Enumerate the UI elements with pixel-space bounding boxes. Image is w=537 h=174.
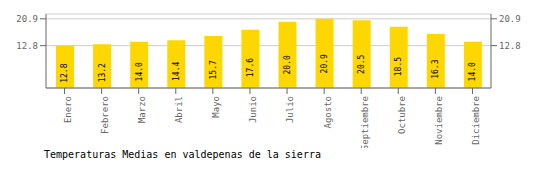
svg-text:18.5: 18.5 [394, 57, 403, 76]
svg-text:Agosto: Agosto [323, 96, 333, 129]
svg-text:12.8: 12.8 [499, 41, 521, 51]
svg-text:17.6: 17.6 [246, 58, 255, 77]
svg-text:20.5: 20.5 [357, 54, 366, 73]
svg-text:12.8: 12.8 [61, 63, 70, 82]
html-text:Temperaturas Medias en valdepe: Temperaturas Medias en valdepenas de la … [44, 149, 321, 160]
svg-text:20.9: 20.9 [320, 54, 329, 73]
svg-text:Septiembre: Septiembre [360, 96, 370, 148]
svg-text:Diciembre: Diciembre [471, 96, 481, 145]
svg-text:12.8: 12.8 [16, 41, 38, 51]
svg-text:Noviembre: Noviembre [434, 96, 444, 145]
svg-text:15.7: 15.7 [209, 60, 218, 79]
svg-text:Mayo: Mayo [211, 96, 221, 118]
svg-text:13.2: 13.2 [98, 63, 107, 82]
svg-text:Febrero: Febrero [100, 96, 110, 134]
svg-text:14.4: 14.4 [172, 62, 181, 81]
svg-text:Enero: Enero [63, 96, 73, 123]
svg-text:20.9: 20.9 [16, 14, 38, 24]
svg-text:Abril: Abril [174, 96, 184, 123]
svg-text:20.9: 20.9 [499, 14, 521, 24]
svg-text:14.0: 14.0 [135, 62, 144, 81]
svg-text:16.3: 16.3 [431, 59, 440, 78]
svg-text:Octubre: Octubre [397, 96, 407, 134]
svg-text:14.0: 14.0 [468, 62, 477, 81]
svg-text:20.0: 20.0 [283, 55, 292, 74]
svg-text:Julio: Julio [285, 96, 295, 123]
svg-text:Junio: Junio [248, 96, 258, 123]
svg-text:Marzo: Marzo [137, 96, 147, 123]
